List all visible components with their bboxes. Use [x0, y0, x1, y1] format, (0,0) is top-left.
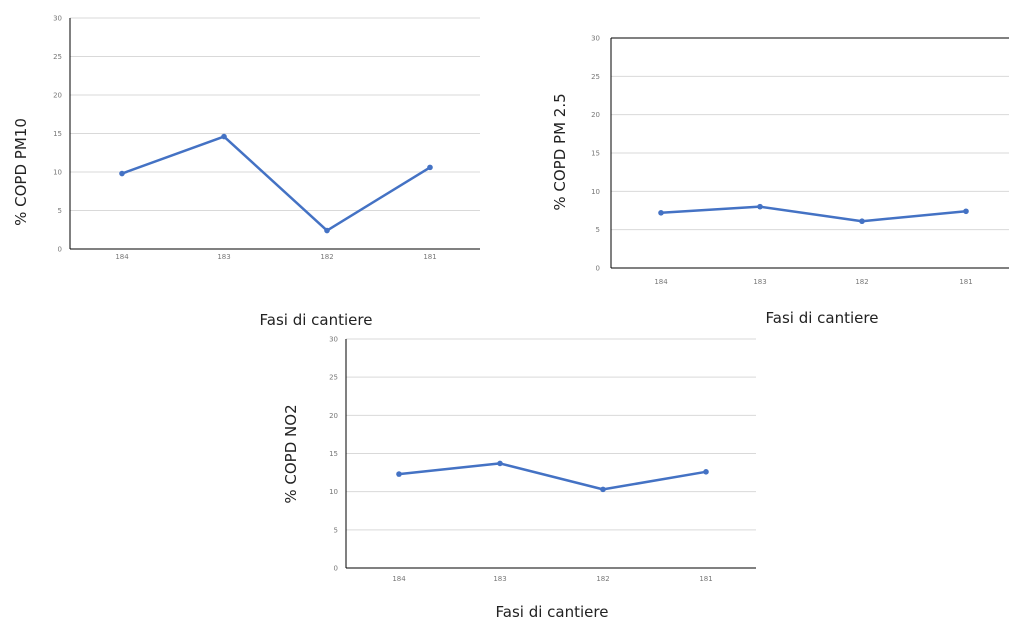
chart-pm10-y-tick-label: 20 — [53, 92, 62, 100]
chart-pm25-data-point — [859, 218, 865, 225]
chart-pm25-x-tick-label: 182 — [855, 278, 868, 286]
chart-no2: 0 5 10 15 20 25 30 184 183 182 181 % COPD NO2 Fas… — [282, 336, 756, 621]
chart-pm25-data-point — [658, 210, 664, 216]
chart-no2-y-ticks: 0 5 10 15 20 25 30 — [329, 336, 338, 573]
chart-pm25-x-ticks: 184 183 182 181 — [654, 278, 972, 286]
chart-no2-y-tick-label: 10 — [329, 488, 338, 496]
chart-pm10: 0 5 10 15 20 25 30 184 183 182 181 % COPD PM10 Fa… — [12, 15, 480, 329]
chart-pm25-y-ticks: 0 5 10 15 20 25 30 — [591, 35, 600, 273]
chart-no2-data-point — [396, 471, 402, 477]
chart-pm10-x-ticks: 184 183 182 181 — [115, 253, 436, 261]
chart-pm25-gridlines — [611, 37, 1009, 231]
chart-no2-x-tick-label: 181 — [699, 575, 712, 583]
chart-pm25-y-tick-label: 0 — [596, 265, 600, 273]
chart-pm10-data-point — [221, 133, 227, 140]
chart-pm25-x-tick-label: 184 — [654, 278, 668, 286]
chart-pm10-y-tick-label: 5 — [58, 207, 62, 215]
chart-pm25-y-tick-label: 25 — [591, 73, 600, 81]
chart-pm25-series — [658, 203, 969, 225]
chart-no2-y-tick-label: 20 — [329, 412, 338, 420]
chart-pm10-y-ticks: 0 5 10 15 20 25 30 — [53, 15, 62, 254]
chart-pm10-x-tick-label: 183 — [217, 253, 230, 261]
chart-pm10-x-tick-label: 181 — [423, 253, 436, 261]
chart-pm10-data-point — [119, 170, 125, 177]
chart-no2-y-tick-label: 30 — [329, 336, 338, 344]
chart-pm25-x-tick-label: 181 — [959, 278, 972, 286]
chart-no2-y-tick-label: 0 — [334, 565, 338, 573]
chart-pm25-y-tick-label: 30 — [591, 35, 600, 43]
chart-no2-x-ticks: 184 183 182 181 — [392, 575, 712, 583]
chart-pm10-y-tick-label: 10 — [53, 169, 62, 177]
chart-pm25-ylabel: % COPD PM 2.5 — [551, 93, 569, 210]
chart-pm25-series-line — [660, 205, 967, 223]
chart-no2-gridlines — [346, 338, 756, 531]
chart-no2-series — [396, 460, 709, 493]
chart-pm10-x-tick-label: 182 — [320, 253, 333, 261]
chart-pm10-y-tick-label: 30 — [53, 15, 62, 23]
chart-no2-ylabel: % COPD NO2 — [282, 404, 300, 503]
chart-pm10-ylabel: % COPD PM10 — [12, 118, 30, 226]
chart-no2-data-point — [703, 469, 709, 475]
chart-pm25-y-tick-label: 15 — [591, 150, 600, 158]
chart-no2-x-tick-label: 182 — [596, 575, 609, 583]
chart-no2-data-point — [497, 460, 503, 467]
chart-no2-y-tick-label: 5 — [334, 526, 338, 534]
chart-pm25-data-point — [757, 203, 763, 210]
chart-pm10-gridlines — [70, 17, 480, 211]
chart-pm10-xlabel: Fasi di cantiere — [260, 311, 373, 329]
chart-pm25-y-tick-label: 10 — [591, 188, 600, 196]
chart-pm10-data-point — [324, 227, 330, 234]
chart-pm10-series — [119, 133, 433, 234]
chart-no2-y-tick-label: 15 — [329, 450, 338, 458]
chart-no2-xlabel: Fasi di cantiere — [496, 603, 609, 621]
chart-no2-x-tick-label: 184 — [392, 575, 406, 583]
chart-pm10-y-tick-label: 15 — [53, 130, 62, 138]
chart-no2-y-tick-label: 25 — [329, 374, 338, 382]
chart-no2-series-line — [398, 462, 707, 491]
chart-pm10-data-point — [427, 164, 433, 171]
chart-pm25-y-tick-label: 5 — [596, 226, 600, 234]
chart-no2-x-tick-label: 183 — [493, 575, 506, 583]
chart-no2-data-point — [600, 486, 606, 493]
chart-pm25-xlabel: Fasi di cantiere — [766, 309, 879, 327]
chart-pm25-data-point — [963, 208, 969, 215]
chart-pm10-series-line — [121, 135, 431, 232]
chart-pm10-y-tick-label: 25 — [53, 53, 62, 61]
chart-pm25-x-tick-label: 183 — [753, 278, 766, 286]
chart-pm10-y-tick-label: 0 — [58, 246, 62, 254]
chart-pm10-x-tick-label: 184 — [115, 253, 129, 261]
chart-pm25-y-tick-label: 20 — [591, 111, 600, 119]
